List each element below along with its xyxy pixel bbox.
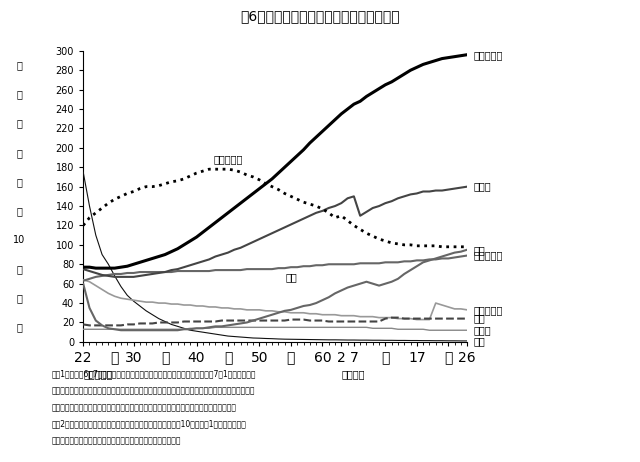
Text: 原死因選択ルールの明確化によるものと考えられる。: 原死因選択ルールの明確化によるものと考えられる。 [51, 436, 180, 445]
Text: 口: 口 [16, 206, 22, 216]
Text: 脳血管疾患: 脳血管疾患 [474, 250, 503, 261]
Text: 万: 万 [16, 264, 22, 274]
Text: ください」という注意書きの施行前からの周知の影響によるものと考えられる。: ください」という注意書きの施行前からの周知の影響によるものと考えられる。 [51, 403, 236, 412]
Text: 10: 10 [13, 235, 26, 245]
Text: 死: 死 [16, 61, 22, 70]
Text: 肺炎: 肺炎 [474, 245, 485, 255]
Text: いて「死亡の原因欄には，疾患の終末期の状態としての心不全，呼吸不全等は書かないで: いて「死亡の原因欄には，疾患の終末期の状態としての心不全，呼吸不全等は書かないで [51, 386, 255, 395]
Text: 率: 率 [16, 119, 22, 128]
Text: 心疾患: 心疾患 [474, 182, 491, 192]
Text: 対: 対 [16, 293, 22, 303]
Text: 2）　幺７年の脳血管疾患の上昇の主な要因は，ＩＣＤ・10（幺７年1月適用）による: 2） 幺７年の脳血管疾患の上昇の主な要因は，ＩＣＤ・10（幺７年1月適用）による [51, 419, 246, 428]
Text: ）: ） [16, 322, 22, 332]
Text: （: （ [16, 148, 22, 158]
Text: 不慮の事故: 不慮の事故 [474, 305, 503, 315]
Text: 肝疾患: 肝疾患 [474, 325, 491, 335]
Text: 昭和・・年: 昭和・・年 [83, 370, 113, 380]
Text: 自殺: 自殺 [474, 314, 485, 323]
Text: 悪性新生物: 悪性新生物 [474, 50, 503, 60]
Text: 結核: 結核 [474, 336, 485, 346]
Text: 図6　主な死因別にみた死亸率の年次推移: 図6 主な死因別にみた死亸率の年次推移 [240, 9, 400, 23]
Text: 亡: 亡 [16, 90, 22, 99]
Text: 肺炎: 肺炎 [285, 272, 297, 282]
Text: 平成・年: 平成・年 [341, 370, 365, 380]
Text: 注：1）　平成6・7年の心疾患の低下は，死亡診断書（死体検案書）（平成7年1月施行）にお: 注：1） 平成6・7年の心疾患の低下は，死亡診断書（死体検案書）（平成7年1月施… [51, 370, 256, 378]
Text: 脳血管疾患: 脳血管疾患 [213, 154, 243, 164]
Text: 人: 人 [16, 177, 22, 187]
